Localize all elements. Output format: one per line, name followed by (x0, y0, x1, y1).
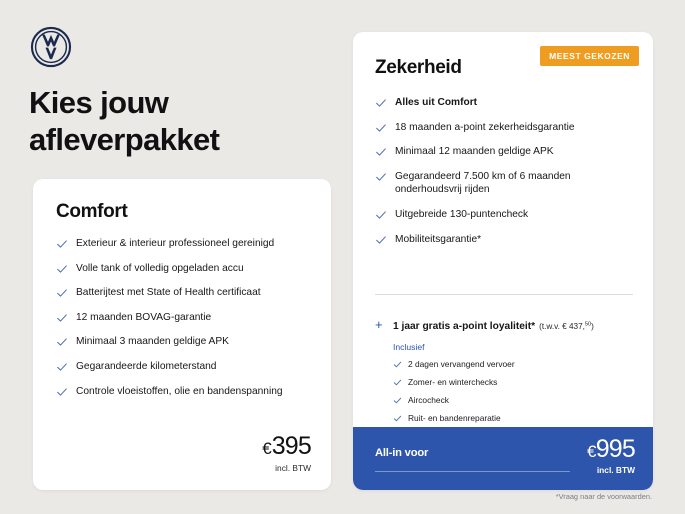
feature-item: Batterijtest met State of Health certifi… (56, 286, 308, 300)
feature-label: Uitgebreide 130-puntencheck (395, 208, 529, 220)
feature-item: 18 maanden a-point zekerheidsgarantie (375, 121, 635, 135)
feature-label: Minimaal 3 maanden geldige APK (76, 336, 229, 348)
all-in-label: All-in voor (375, 447, 429, 459)
feature-item: Minimaal 3 maanden geldige APK (56, 335, 308, 349)
feature-label: Gegarandeerde kilometerstand (76, 360, 217, 372)
feature-item: Gegarandeerde kilometerstand (56, 360, 308, 374)
extra-offer-value: (t.w.v. € 437,50) (539, 321, 594, 331)
included-block: Inclusief 2 dagen vervangend vervoer Zom… (393, 342, 573, 431)
feature-item: Uitgebreide 130-puntencheck (375, 208, 635, 222)
feature-list-comfort: Exterieur & interieur professioneel gere… (56, 237, 308, 409)
list-item-label: Ruit- en bandenreparatie (408, 413, 501, 423)
feature-item: Volle tank of volledig opgeladen accu (56, 262, 308, 276)
feature-label: Batterijtest met State of Health certifi… (76, 287, 261, 299)
check-icon (56, 287, 68, 299)
currency-symbol: € (262, 439, 272, 458)
check-icon (375, 234, 387, 246)
included-title: Inclusief (393, 342, 425, 352)
price-amount: €995 (587, 435, 636, 465)
feature-item: Alles uit Comfort (375, 96, 635, 110)
volkswagen-logo-icon (30, 26, 72, 68)
package-title-zekerheid: Zekerheid (375, 57, 462, 78)
feature-label: 18 maanden a-point zekerheidsgarantie (395, 121, 575, 133)
check-icon (393, 378, 402, 387)
check-icon (375, 97, 387, 109)
page-title: Kies jouw afleverpakket (29, 84, 329, 158)
check-icon (393, 360, 402, 369)
price-amount: €395 (262, 432, 312, 462)
feature-item: Gegarandeerd 7.500 km of 6 maanden onder… (375, 170, 635, 197)
check-icon (375, 146, 387, 158)
feature-item: Controle vloeistoffen, olie en bandenspa… (56, 385, 308, 399)
package-card-comfort[interactable]: Comfort Exterieur & interieur profession… (33, 179, 331, 490)
feature-label: Mobiliteitsgarantie* (395, 233, 482, 245)
check-icon (375, 171, 387, 183)
package-title-comfort: Comfort (56, 201, 128, 222)
feature-item: Mobiliteitsgarantie* (375, 233, 635, 247)
section-divider (375, 294, 633, 295)
check-icon (56, 386, 68, 398)
page-title-line1: Kies jouw (29, 85, 169, 120)
check-icon (56, 263, 68, 275)
status-badge-most-chosen: MEEST GEKOZEN (540, 46, 639, 66)
feature-item: 12 maanden BOVAG-garantie (56, 311, 308, 325)
check-icon (393, 414, 402, 423)
extra-offer-row: + 1 jaar gratis a-point loyaliteit* (t.w.… (375, 318, 643, 333)
footer-rule (375, 471, 570, 472)
price-block-comfort: €395 incl. BTW (262, 432, 312, 473)
currency-symbol: € (587, 442, 596, 461)
feature-label: 12 maanden BOVAG-garantie (76, 311, 212, 323)
check-icon (375, 209, 387, 221)
price-note: incl. BTW (275, 463, 311, 473)
extra-offer-label: 1 jaar gratis a-point loyaliteit* (393, 320, 536, 332)
check-icon (375, 122, 387, 134)
list-item-label: Zomer- en winterchecks (408, 377, 498, 387)
list-item: Ruit- en bandenreparatie (393, 413, 573, 424)
feature-list-zekerheid: Alles uit Comfort 18 maanden a-point zek… (375, 96, 635, 257)
check-icon (56, 361, 68, 373)
price-value: 995 (595, 435, 636, 463)
price-block-zekerheid: €995 incl. BTW (587, 435, 636, 476)
feature-label: Minimaal 12 maanden geldige APK (395, 146, 554, 158)
feature-label: Alles uit Comfort (395, 97, 478, 108)
feature-label: Controle vloeistoffen, olie en bandenspa… (76, 385, 283, 397)
plus-icon: + (375, 317, 383, 332)
list-item: 2 dagen vervangend vervoer (393, 359, 573, 370)
list-item: Zomer- en winterchecks (393, 377, 573, 388)
check-icon (56, 336, 68, 348)
list-item-label: 2 dagen vervangend vervoer (408, 359, 515, 369)
price-footer-bar: All-in voor €995 incl. BTW (353, 427, 653, 490)
list-item-label: Aircocheck (408, 395, 449, 405)
footnote: *Vraag naar de voorwaarden. (555, 492, 652, 501)
package-card-zekerheid[interactable]: MEEST GEKOZEN Zekerheid Alles uit Comfor… (353, 32, 653, 490)
page-title-line2: afleverpakket (29, 122, 220, 157)
feature-label: Volle tank of volledig opgeladen accu (76, 262, 244, 274)
check-icon (393, 396, 402, 405)
feature-label: Gegarandeerd 7.500 km of 6 maanden onder… (395, 170, 571, 196)
price-note: incl. BTW (596, 465, 635, 475)
feature-item: Exterieur & interieur professioneel gere… (56, 237, 308, 251)
list-item: Aircocheck (393, 395, 573, 406)
price-value: 395 (271, 432, 312, 460)
feature-label: Exterieur & interieur professioneel gere… (76, 238, 275, 249)
feature-item: Minimaal 12 maanden geldige APK (375, 145, 635, 159)
included-list: 2 dagen vervangend vervoer Zomer- en win… (393, 359, 573, 424)
check-icon (56, 312, 68, 324)
check-icon (56, 238, 68, 250)
